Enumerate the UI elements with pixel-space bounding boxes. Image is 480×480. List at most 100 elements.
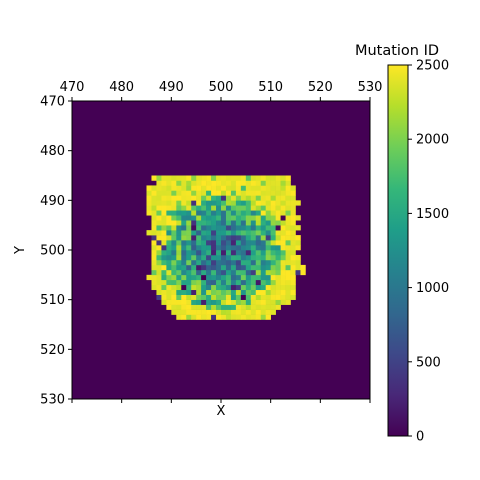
heatmap-cell [216,175,222,181]
heatmap-cell [161,210,167,216]
heatmap-cell [250,210,257,216]
heatmap-cell [290,274,296,281]
heatmap-cell [260,309,266,315]
heatmap-cell [245,314,252,320]
heatmap-cell [196,195,202,201]
heatmap-cell [250,190,257,196]
heatmap-cell [245,264,252,271]
heatmap-cell [260,264,266,271]
heatmap-cell [230,259,237,266]
heatmap-cell [225,185,232,191]
heatmap-cell [216,230,222,236]
heatmap-cell [280,240,286,246]
heatmap-cell [166,200,172,206]
heatmap-cell [151,230,157,236]
heatmap-cell [265,264,271,271]
heatmap-cell [151,264,157,271]
heatmap-cell [221,205,227,211]
heatmap-cell [196,299,202,305]
heatmap-cell [181,284,187,291]
heatmap-cell [156,200,162,206]
heatmap-cell [275,230,281,236]
heatmap-cell [201,254,207,261]
heatmap-cell [260,205,266,211]
heatmap-cell [186,304,192,310]
heatmap-cell [245,240,252,246]
heatmap-cell [166,254,172,261]
heatmap-cell [181,215,187,221]
heatmap-cell [240,250,247,256]
x-axis-ticks: 470 480 490 500 510 520 530 [60,80,382,403]
heatmap-cell [216,259,222,266]
heatmap-cell [196,269,202,276]
x-tick-label: 510 [258,80,283,95]
heatmap-cell [171,235,177,241]
heatmap-cell [290,190,296,196]
heatmap-cell [196,245,202,251]
y-tick-label: 520 [40,343,65,358]
heatmap-cell [275,195,281,201]
heatmap-cell [235,200,242,206]
heatmap-cell [176,259,182,266]
heatmap-cell [186,200,192,206]
heatmap-cell [240,254,247,261]
heatmap-cell [206,220,212,226]
heatmap-cell [245,284,252,291]
heatmap-cell [235,225,242,231]
heatmap-cell [225,289,232,295]
heatmap-cell [156,220,162,226]
heatmap-cell [285,254,291,261]
heatmap-cell [191,304,197,310]
heatmap-cell [161,220,167,226]
heatmap-cell [161,259,167,266]
heatmap-cell [181,205,187,211]
heatmap-cell [166,294,172,300]
heatmap-cell [240,304,247,310]
heatmap-cell [285,284,291,291]
heatmap-cell [230,230,237,236]
heatmap-cell [230,200,237,206]
heatmap-cell [225,284,232,291]
heatmap-cell [146,230,152,236]
heatmap-cell [265,279,271,286]
heatmap-cell [161,200,167,206]
heatmap-cell [235,175,242,181]
heatmap-cell [171,250,177,256]
heatmap-cell [176,250,182,256]
heatmap-cell [230,235,237,241]
heatmap-cell [295,264,301,271]
heatmap-cell [280,259,286,266]
heatmap-cell [275,220,281,226]
heatmap-cell [211,264,217,271]
heatmap-cell [156,175,162,181]
heatmap-cell [151,274,157,281]
heatmap-cell [240,264,247,271]
heatmap-cell [206,235,212,241]
heatmap-cell [260,240,266,246]
heatmap-cell [235,254,242,261]
heatmap-cell [295,254,301,261]
heatmap-cell [295,215,301,221]
colorbar-tick-label: 2500 [416,59,449,74]
heatmap-cell [166,230,172,236]
heatmap-cell [270,274,276,281]
heatmap-cell [245,250,252,256]
heatmap-cell [221,185,227,191]
heatmap-cell [275,304,281,310]
heatmap-cell [290,289,296,295]
heatmap-cell [156,185,162,191]
heatmap-cell [186,289,192,295]
heatmap-cell [201,289,207,295]
heatmap-cell [221,309,227,315]
heatmap-cell [270,210,276,216]
heatmap-cell [265,210,271,216]
heatmap-cell [201,205,207,211]
x-tick-label: 480 [109,80,134,95]
heatmap-cell [275,259,281,266]
heatmap-cell [225,264,232,271]
heatmap-cell [186,175,192,181]
heatmap-cell [250,254,257,261]
heatmap-cell [191,220,197,226]
heatmap-cell [201,180,207,186]
